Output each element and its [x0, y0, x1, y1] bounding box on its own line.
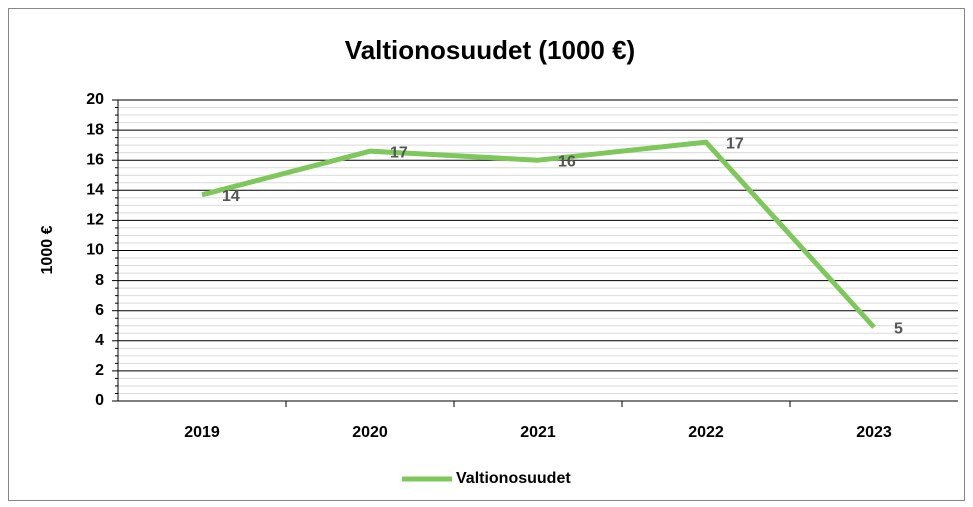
- y-tick-label: 8: [95, 272, 104, 289]
- x-tick-label: 2021: [520, 424, 556, 441]
- data-label: 17: [726, 135, 744, 152]
- data-label: 16: [558, 153, 576, 170]
- data-label: 17: [390, 144, 408, 161]
- x-tick-label: 2022: [688, 424, 724, 441]
- y-axis-label: 1000 €: [39, 225, 56, 274]
- y-tick-label: 20: [86, 91, 104, 108]
- y-tick-label: 2: [95, 362, 104, 379]
- y-tick-label: 4: [95, 332, 104, 349]
- data-line: [201, 139, 876, 329]
- y-tick-label: 18: [86, 121, 104, 138]
- y-tick-label: 16: [86, 151, 104, 168]
- x-tick-label: 2020: [352, 424, 388, 441]
- chart-title: Valtionosuudet (1000 €): [345, 35, 635, 65]
- data-label: 5: [894, 320, 903, 337]
- y-tick-label: 6: [95, 302, 104, 319]
- data-label: 14: [222, 188, 240, 205]
- x-tick-label: 2023: [856, 424, 892, 441]
- legend-label: Valtionosuudet: [456, 470, 571, 487]
- y-tick-label: 12: [86, 212, 104, 229]
- y-tick-label: 10: [86, 242, 104, 259]
- y-tick-label: 14: [86, 182, 104, 199]
- chart-border: [8, 8, 965, 501]
- y-tick-label: 0: [95, 392, 104, 409]
- x-tick-label: 2019: [184, 424, 220, 441]
